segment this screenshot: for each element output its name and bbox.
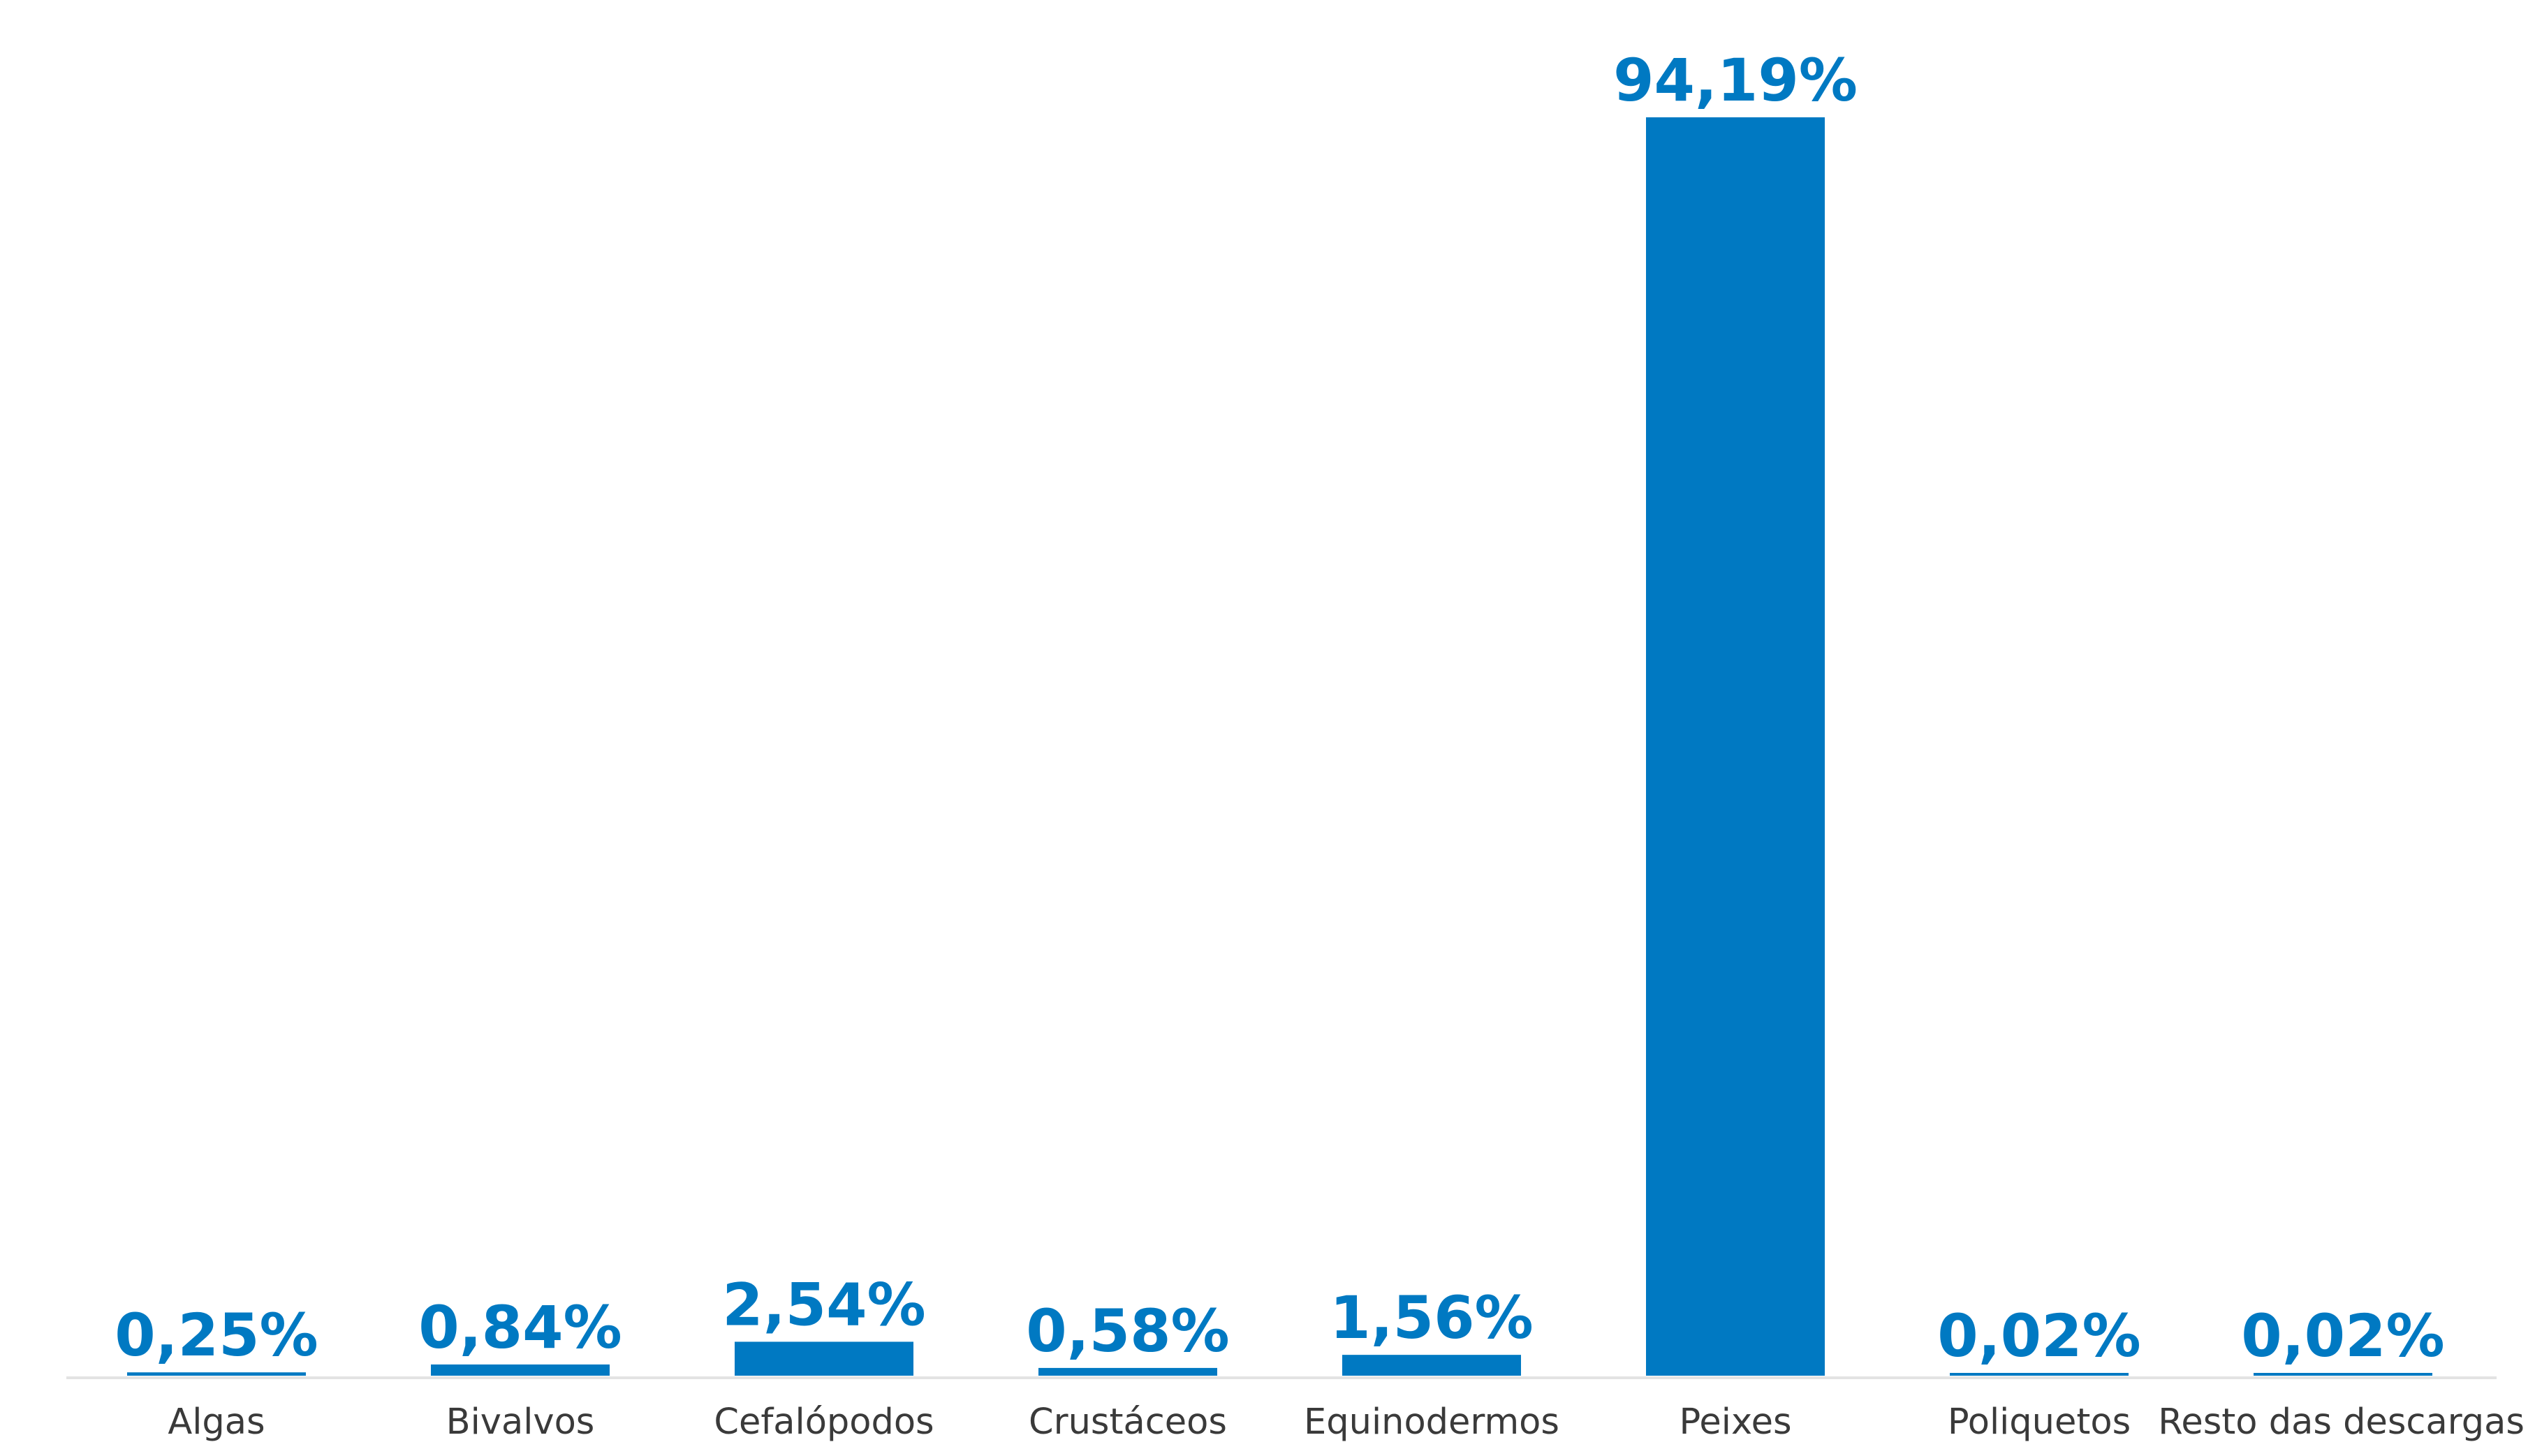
bar-value-label: 0,84% <box>418 1293 622 1362</box>
bar-value-label: 0,02% <box>2241 1302 2444 1370</box>
bar-value-label: 94,19% <box>1613 46 1858 115</box>
x-tick-label: Resto das descargas <box>2158 1402 2525 1443</box>
x-tick-label: Bivalvos <box>446 1402 595 1443</box>
bars-group <box>127 117 2432 1376</box>
x-tick-label: Peixes <box>1679 1402 1791 1443</box>
x-tick-label: Cefalópodos <box>714 1402 934 1443</box>
x-tick-label: Crustáceos <box>1029 1402 1227 1443</box>
bar-cefalópodos <box>735 1341 913 1376</box>
x-tick-label: Equinodermos <box>1304 1402 1559 1443</box>
bar-value-label: 1,56% <box>1330 1284 1533 1352</box>
x-tick-label: Algas <box>168 1402 265 1443</box>
bar-resto-das-descargas <box>2254 1373 2432 1376</box>
bar-crustáceos <box>1038 1367 1217 1376</box>
x-tick-labels-group: Algas Bivalvos Cefalópodos Crustáceos Equino… <box>168 1402 2525 1443</box>
bar-value-label: 0,58% <box>1026 1297 1229 1365</box>
bar-algas <box>127 1372 306 1376</box>
bar-bivalvos <box>431 1364 610 1376</box>
bar-equinodermos <box>1342 1355 1521 1376</box>
value-labels-group: 0,25% 0,84% 2,54% 0,58% 1,56% 94,19% 0,02% 0,02… <box>115 46 2444 1370</box>
x-tick-label: Poliquetos <box>1948 1402 2131 1443</box>
bar-value-label: 2,54% <box>722 1270 925 1339</box>
bar-peixes <box>1646 117 1825 1376</box>
bar-poliquetos <box>1950 1373 2129 1376</box>
bar-value-label: 0,25% <box>115 1301 318 1369</box>
bar-value-label: 0,02% <box>1937 1302 2140 1370</box>
